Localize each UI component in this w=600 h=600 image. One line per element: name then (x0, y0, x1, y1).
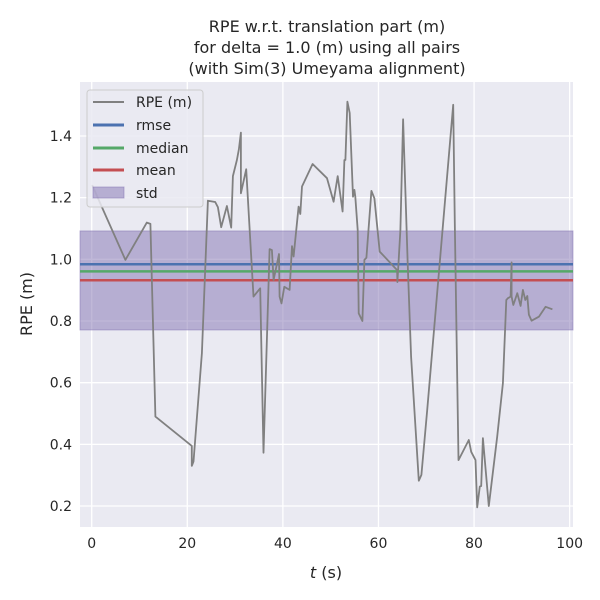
y-tick-label: 0.8 (50, 314, 72, 330)
legend-label-median: median (136, 141, 188, 157)
y-tick-label: 0.2 (50, 499, 72, 515)
legend-label-mean: mean (136, 163, 176, 179)
rpe-series-line (91, 100, 553, 509)
y-tick-label: 0.4 (50, 437, 72, 453)
x-tick-label: 100 (556, 536, 583, 552)
x-axis-label: t (s) (310, 563, 342, 582)
x-axis-label-var: t (310, 563, 317, 582)
x-tick-label: 60 (370, 536, 388, 552)
chart-title-line-3: (with Sim(3) Umeyama alignment) (188, 59, 465, 78)
y-axis-label: RPE (m) (17, 272, 36, 336)
y-tick-label: 1.4 (50, 129, 72, 145)
chart-title-line-1: RPE w.r.t. translation part (m) (209, 17, 445, 36)
legend-label-rmse: rmse (136, 118, 171, 134)
legend-box (86, 89, 204, 208)
legend-swatch-std (92, 186, 125, 199)
legend-label-std: std (136, 186, 158, 202)
legend: RPE (m) rmse median mean std (86, 89, 204, 208)
y-tick-label: 1.0 (50, 252, 72, 268)
x-tick-label: 40 (274, 536, 292, 552)
x-tick-label: 0 (87, 536, 96, 552)
chart-title-line-2: for delta = 1.0 (m) using all pairs (194, 38, 460, 57)
marks (79, 100, 574, 509)
y-tick-label: 1.2 (50, 191, 72, 207)
x-tick-label: 20 (178, 536, 196, 552)
y-tick-label: 0.6 (50, 376, 72, 392)
ticks: 0 20 40 60 80 100 0.2 0.4 0.6 0.8 1.0 1.2 1.4 (50, 129, 583, 552)
legend-label-rpe: RPE (m) (136, 95, 192, 111)
x-axis-label-unit: (s) (316, 563, 342, 582)
x-tick-label: 80 (465, 536, 483, 552)
